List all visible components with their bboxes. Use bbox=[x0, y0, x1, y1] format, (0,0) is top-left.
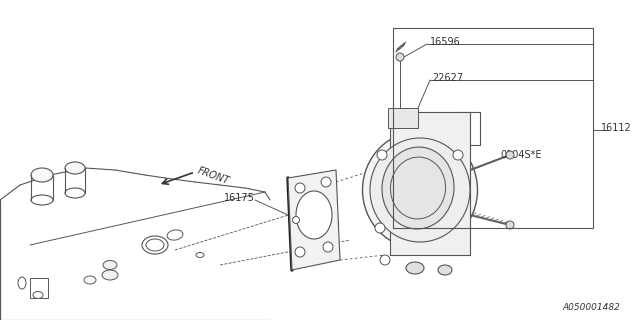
Text: 22627: 22627 bbox=[432, 73, 463, 83]
Ellipse shape bbox=[296, 191, 332, 239]
Bar bbox=[30, 278, 48, 298]
Bar bbox=[388, 108, 418, 128]
Text: A050001482: A050001482 bbox=[562, 303, 620, 313]
Text: 16596: 16596 bbox=[430, 37, 461, 47]
Circle shape bbox=[396, 53, 404, 61]
Text: 16175: 16175 bbox=[224, 193, 255, 203]
Text: 0104S*E: 0104S*E bbox=[500, 150, 541, 160]
Ellipse shape bbox=[362, 131, 477, 249]
Ellipse shape bbox=[65, 162, 85, 174]
Ellipse shape bbox=[438, 265, 452, 275]
Circle shape bbox=[377, 150, 387, 160]
Circle shape bbox=[295, 183, 305, 193]
Circle shape bbox=[453, 150, 463, 160]
Circle shape bbox=[506, 151, 514, 159]
Ellipse shape bbox=[102, 270, 118, 280]
Polygon shape bbox=[390, 112, 470, 255]
Ellipse shape bbox=[370, 138, 470, 242]
Ellipse shape bbox=[103, 260, 117, 269]
Circle shape bbox=[380, 255, 390, 265]
Ellipse shape bbox=[406, 262, 424, 274]
Ellipse shape bbox=[31, 168, 53, 182]
Polygon shape bbox=[288, 170, 340, 270]
Circle shape bbox=[321, 177, 331, 187]
Text: FRONT: FRONT bbox=[196, 165, 231, 186]
Bar bbox=[393, 28, 593, 228]
Circle shape bbox=[323, 242, 333, 252]
Ellipse shape bbox=[382, 147, 454, 229]
Text: 16112: 16112 bbox=[601, 123, 632, 133]
Circle shape bbox=[506, 221, 514, 229]
Circle shape bbox=[295, 247, 305, 257]
Circle shape bbox=[375, 223, 385, 233]
Circle shape bbox=[292, 217, 300, 223]
